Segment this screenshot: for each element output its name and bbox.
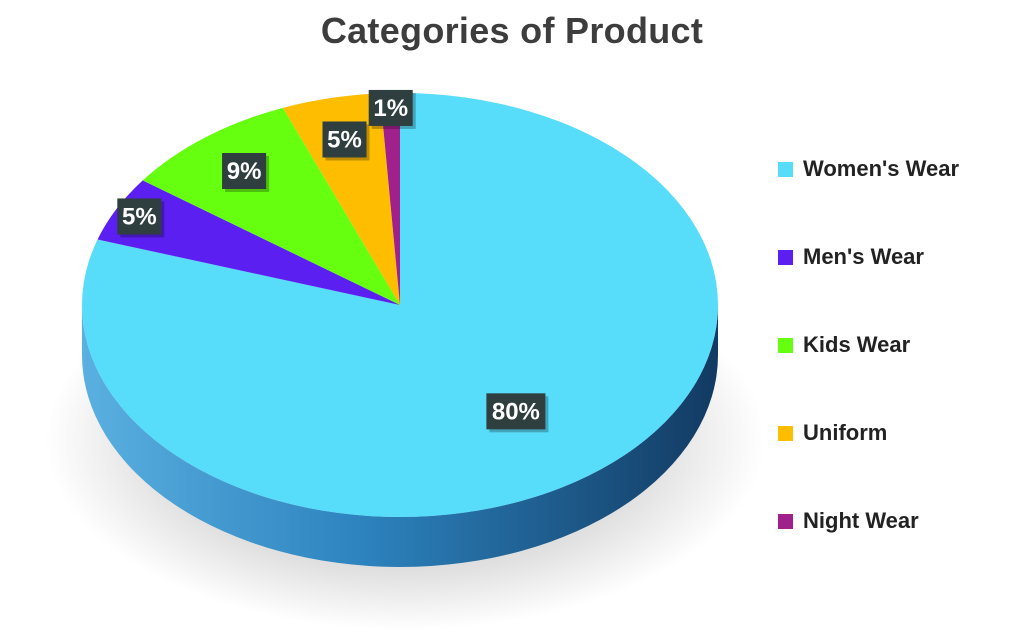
legend-item-night-wear: Night Wear <box>778 506 919 536</box>
pie-slice-women-s-wear <box>81 93 719 517</box>
pie-slice-kids-wear <box>142 107 400 305</box>
data-label-text: 5% <box>122 203 157 230</box>
data-label-uniform: 5% <box>322 121 370 161</box>
pie-slice-men-s-wear <box>97 180 400 305</box>
legend-item-uniform: Uniform <box>778 418 887 448</box>
data-label-box <box>368 89 413 126</box>
data-label-women-s-wear: 80% <box>486 393 549 433</box>
data-label-box <box>486 393 546 430</box>
pie-slice-uniform <box>282 93 400 305</box>
legend-label: Night Wear <box>803 508 919 533</box>
legend-item-women-s-wear: Women's Wear <box>778 154 959 184</box>
legend-label: Women's Wear <box>803 156 960 181</box>
data-label-text: 9% <box>227 158 262 185</box>
legend-label: Men's Wear <box>803 244 924 269</box>
data-label-men-s-wear: 5% <box>117 198 165 238</box>
legend-swatch <box>778 513 793 529</box>
data-label-text: 1% <box>373 95 408 122</box>
data-label-night-wear: 1% <box>368 89 416 129</box>
legend-item-kids-wear: Kids Wear <box>778 330 910 360</box>
legend-item-men-s-wear: Men's Wear <box>778 242 924 272</box>
data-label-box <box>117 198 162 235</box>
legend-label: Kids Wear <box>803 332 911 357</box>
legend-swatch <box>778 249 793 265</box>
legend-swatch <box>778 337 793 353</box>
legend-swatch <box>778 425 793 441</box>
legend-label: Uniform <box>803 420 888 445</box>
data-label-text: 80% <box>492 398 540 425</box>
data-label-text: 5% <box>327 126 362 153</box>
data-label-box <box>222 152 267 189</box>
pie-slice-night-wear <box>380 93 400 305</box>
legend-swatch <box>778 161 793 177</box>
pie-side <box>82 305 718 567</box>
data-label-box <box>322 121 367 158</box>
chart-title: Categories of Product <box>320 10 704 51</box>
data-label-kids-wear: 9% <box>222 152 270 192</box>
